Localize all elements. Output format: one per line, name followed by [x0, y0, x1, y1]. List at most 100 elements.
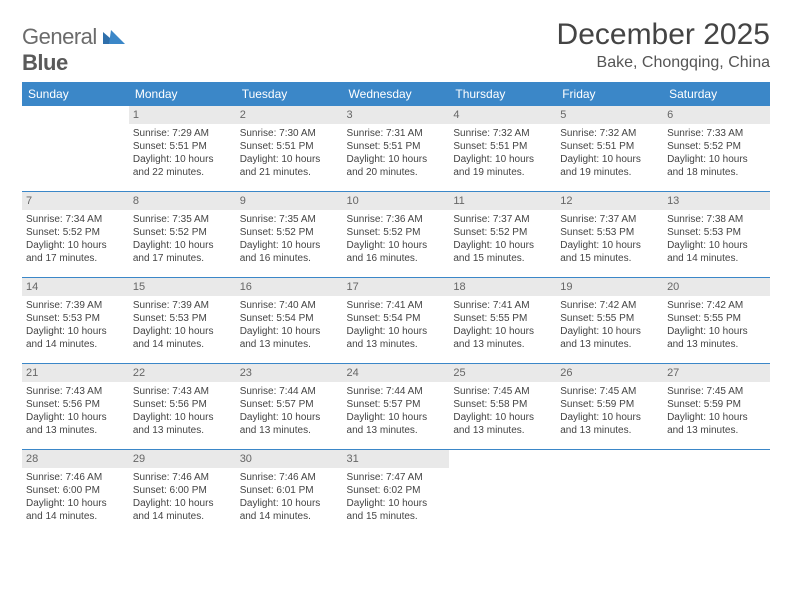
sunset-text: Sunset: 5:53 PM	[26, 312, 125, 325]
sunset-text: Sunset: 5:52 PM	[453, 226, 552, 239]
daylight-text: and 13 minutes.	[667, 338, 766, 351]
calendar-day-cell: 28Sunrise: 7:46 AMSunset: 6:00 PMDayligh…	[22, 450, 129, 536]
day-number: 3	[343, 106, 450, 124]
sunrise-text: Sunrise: 7:32 AM	[453, 127, 552, 140]
day-number: 30	[236, 450, 343, 468]
calendar-day-cell: 20Sunrise: 7:42 AMSunset: 5:55 PMDayligh…	[663, 278, 770, 364]
sunrise-text: Sunrise: 7:46 AM	[240, 471, 339, 484]
sunset-text: Sunset: 6:02 PM	[347, 484, 446, 497]
day-number: 16	[236, 278, 343, 296]
sunset-text: Sunset: 5:51 PM	[347, 140, 446, 153]
calendar-day-cell: 14Sunrise: 7:39 AMSunset: 5:53 PMDayligh…	[22, 278, 129, 364]
daylight-text: Daylight: 10 hours	[667, 411, 766, 424]
day-number: 2	[236, 106, 343, 124]
daylight-text: and 15 minutes.	[347, 510, 446, 523]
sunrise-text: Sunrise: 7:43 AM	[133, 385, 232, 398]
sunrise-text: Sunrise: 7:45 AM	[667, 385, 766, 398]
calendar-day-cell: 8Sunrise: 7:35 AMSunset: 5:52 PMDaylight…	[129, 192, 236, 278]
sunset-text: Sunset: 5:52 PM	[26, 226, 125, 239]
calendar-day-cell: 13 Sunrise: 7:38 AMSunset: 5:53 PMDayligh…	[663, 192, 770, 278]
sunset-text: Sunset: 6:00 PM	[26, 484, 125, 497]
logo-part2: Blue	[22, 50, 68, 75]
daylight-text: Daylight: 10 hours	[560, 239, 659, 252]
calendar-day-cell: 27Sunrise: 7:45 AMSunset: 5:59 PMDayligh…	[663, 364, 770, 450]
sunset-text: Sunset: 5:52 PM	[133, 226, 232, 239]
daylight-text: Daylight: 10 hours	[240, 411, 339, 424]
sunset-text: Sunset: 5:57 PM	[240, 398, 339, 411]
calendar-day-cell: 7Sunrise: 7:34 AMSunset: 5:52 PMDaylight…	[22, 192, 129, 278]
sunrise-text: Sunrise: 7:42 AM	[560, 299, 659, 312]
daylight-text: Daylight: 10 hours	[667, 239, 766, 252]
calendar-day-cell: 21Sunrise: 7:43 AMSunset: 5:56 PMDayligh…	[22, 364, 129, 450]
daylight-text: Daylight: 10 hours	[667, 153, 766, 166]
daylight-text: Daylight: 10 hours	[133, 497, 232, 510]
calendar-week-row: 21Sunrise: 7:43 AMSunset: 5:56 PMDayligh…	[22, 364, 770, 450]
weekday-header: Wednesday	[343, 82, 450, 106]
daylight-text: and 13 minutes.	[347, 338, 446, 351]
calendar-day-cell	[449, 450, 556, 536]
calendar-page: General Blue December 2025 Bake, Chongqi…	[0, 0, 792, 545]
day-number: 13	[663, 192, 770, 210]
daylight-text: and 21 minutes.	[240, 166, 339, 179]
daylight-text: Daylight: 10 hours	[240, 497, 339, 510]
sunrise-text: Sunrise: 7:38 AM	[667, 213, 766, 226]
calendar-day-cell: 29Sunrise: 7:46 AMSunset: 6:00 PMDayligh…	[129, 450, 236, 536]
day-number: 24	[343, 364, 450, 382]
sunset-text: Sunset: 5:56 PM	[133, 398, 232, 411]
daylight-text: and 14 minutes.	[26, 510, 125, 523]
sunset-text: Sunset: 5:59 PM	[560, 398, 659, 411]
daylight-text: Daylight: 10 hours	[26, 239, 125, 252]
day-number: 23	[236, 364, 343, 382]
sunrise-text: Sunrise: 7:44 AM	[347, 385, 446, 398]
day-number: 1	[129, 106, 236, 124]
page-title: December 2025	[557, 18, 770, 52]
daylight-text: and 20 minutes.	[347, 166, 446, 179]
sunrise-text: Sunrise: 7:43 AM	[26, 385, 125, 398]
daylight-text: and 16 minutes.	[240, 252, 339, 265]
daylight-text: and 13 minutes.	[667, 424, 766, 437]
calendar-day-cell: 15Sunrise: 7:39 AMSunset: 5:53 PMDayligh…	[129, 278, 236, 364]
sunrise-text: Sunrise: 7:33 AM	[667, 127, 766, 140]
day-number: 17	[343, 278, 450, 296]
title-block: December 2025 Bake, Chongqing, China	[557, 18, 770, 72]
daylight-text: and 22 minutes.	[133, 166, 232, 179]
sunset-text: Sunset: 6:01 PM	[240, 484, 339, 497]
weekday-header: Friday	[556, 82, 663, 106]
daylight-text: and 14 minutes.	[26, 338, 125, 351]
weekday-header: Monday	[129, 82, 236, 106]
day-number: 4	[449, 106, 556, 124]
calendar-day-cell: 12Sunrise: 7:37 AMSunset: 5:53 PMDayligh…	[556, 192, 663, 278]
calendar-week-row: 14Sunrise: 7:39 AMSunset: 5:53 PMDayligh…	[22, 278, 770, 364]
calendar-week-row: 1Sunrise: 7:29 AMSunset: 5:51 PMDaylight…	[22, 106, 770, 192]
daylight-text: and 13 minutes.	[347, 424, 446, 437]
daylight-text: Daylight: 10 hours	[347, 153, 446, 166]
daylight-text: Daylight: 10 hours	[347, 239, 446, 252]
weekday-header: Tuesday	[236, 82, 343, 106]
daylight-text: and 16 minutes.	[347, 252, 446, 265]
calendar-day-cell: 30 Sunrise: 7:46 AMSunset: 6:01 PMDayligh…	[236, 450, 343, 536]
daylight-text: and 17 minutes.	[133, 252, 232, 265]
day-number: 29	[129, 450, 236, 468]
sunset-text: Sunset: 5:53 PM	[667, 226, 766, 239]
weekday-header: Sunday	[22, 82, 129, 106]
day-number: 12	[556, 192, 663, 210]
daylight-text: and 19 minutes.	[453, 166, 552, 179]
calendar-day-cell	[663, 450, 770, 536]
day-number: 31	[343, 450, 450, 468]
calendar-table: Sunday Monday Tuesday Wednesday Thursday…	[22, 82, 770, 535]
calendar-day-cell: 1Sunrise: 7:29 AMSunset: 5:51 PMDaylight…	[129, 106, 236, 192]
sunrise-text: Sunrise: 7:46 AM	[26, 471, 125, 484]
sunrise-text: Sunrise: 7:40 AM	[240, 299, 339, 312]
sunset-text: Sunset: 5:57 PM	[347, 398, 446, 411]
sunrise-text: Sunrise: 7:35 AM	[133, 213, 232, 226]
calendar-week-row: 28Sunrise: 7:46 AMSunset: 6:00 PMDayligh…	[22, 450, 770, 536]
daylight-text: and 15 minutes.	[560, 252, 659, 265]
sunset-text: Sunset: 5:52 PM	[667, 140, 766, 153]
calendar-day-cell: 16Sunrise: 7:40 AMSunset: 5:54 PMDayligh…	[236, 278, 343, 364]
day-number: 25	[449, 364, 556, 382]
sunset-text: Sunset: 6:00 PM	[133, 484, 232, 497]
calendar-day-cell: 11Sunrise: 7:37 AMSunset: 5:52 PMDayligh…	[449, 192, 556, 278]
daylight-text: Daylight: 10 hours	[453, 325, 552, 338]
daylight-text: Daylight: 10 hours	[667, 325, 766, 338]
day-number: 5	[556, 106, 663, 124]
